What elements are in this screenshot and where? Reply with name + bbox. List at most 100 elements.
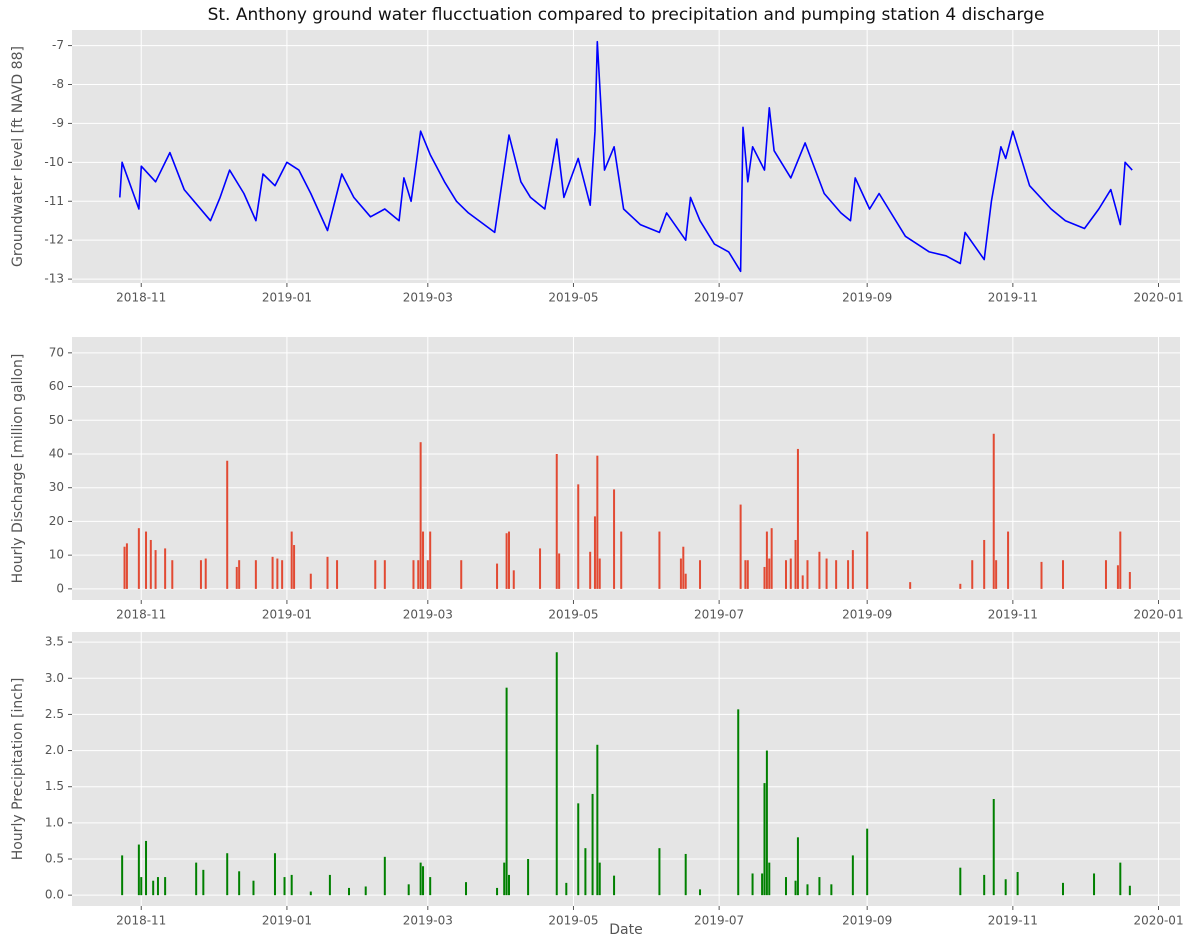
bar [507,874,510,896]
bar [699,889,702,896]
bar [746,560,749,589]
bar [589,551,592,589]
bar [1004,879,1007,896]
y-tick-label: 30 [49,480,64,494]
bar [739,504,742,589]
bar [737,709,740,896]
bar [1119,531,1122,589]
bar [851,550,854,589]
bar [596,455,599,589]
bar [145,840,148,896]
bar [383,560,386,589]
bar [235,566,238,589]
bar [156,877,159,896]
bar [125,543,128,589]
bar [426,560,429,589]
bar [137,844,140,896]
x-tick-label: 2019-01 [262,291,312,305]
bar [784,877,787,896]
x-tick-label: 2019-01 [262,914,312,928]
bar [658,531,661,589]
bar [598,558,601,589]
y-tick-label: -11 [44,194,64,208]
bar [195,862,198,896]
bar [1061,882,1064,896]
bar [995,560,998,589]
x-tick-label: 2019-03 [403,291,453,305]
bar [364,886,367,896]
bar [847,560,850,589]
bar [293,545,296,589]
bar [204,558,207,589]
x-tick-label: 2020-01 [1133,608,1183,622]
y-tick-label: 1.5 [45,779,64,793]
bar [699,560,702,589]
bar [806,884,809,896]
bar [866,531,869,589]
bar [281,560,284,589]
bar [577,803,580,896]
bar [121,855,124,896]
bar [417,560,420,589]
bar [1061,560,1064,589]
bar [818,551,821,589]
x-tick-label: 2018-11 [116,291,166,305]
bar [558,553,561,589]
y-tick-label: -7 [52,38,64,52]
bar [765,750,768,896]
bar [290,531,293,589]
bar [818,877,821,896]
x-tick-label: 2019-09 [842,914,892,928]
bar [584,848,587,896]
y-axis-label: Hourly Discharge [million gallon] [10,354,26,584]
bar [505,687,508,896]
bar [613,875,616,896]
y-tick-label: 60 [49,379,64,393]
plot-area [72,337,1180,600]
y-tick-label: 20 [49,514,64,528]
x-tick-label: 2019-05 [548,291,598,305]
bar [429,877,432,896]
bar [959,583,962,589]
bar [199,560,202,589]
bar [555,454,558,589]
x-tick-label: 2019-11 [988,291,1038,305]
bar [565,882,568,896]
bar [309,891,312,896]
y-tick-label: 3.0 [45,671,64,685]
bar [374,560,377,589]
bar [613,489,616,589]
bar [763,783,766,896]
bar [226,460,229,589]
bar [140,877,143,896]
bar [744,560,747,589]
bar [789,558,792,589]
bar [1104,560,1107,589]
bar [591,793,594,896]
bar [555,652,558,896]
bar [825,558,828,589]
bar [992,433,995,589]
y-tick-label: 0 [56,581,64,595]
bar [273,853,276,896]
bar [290,874,293,896]
bar [684,573,687,589]
y-tick-label: 2.5 [45,707,64,721]
bar [309,573,312,589]
y-tick-label: -12 [44,233,64,247]
bar [326,556,329,589]
x-tick-label: 2019-09 [842,291,892,305]
x-axis-label: Date [609,922,642,938]
bar [202,869,205,896]
bar [252,880,255,896]
bar [598,862,601,896]
bar [505,533,508,589]
bar [527,859,530,896]
bar [684,853,687,896]
bar [1128,572,1131,589]
y-tick-label: -10 [44,155,64,169]
x-tick-label: 2019-09 [842,608,892,622]
bar [328,874,331,896]
plot-area [72,30,1180,283]
